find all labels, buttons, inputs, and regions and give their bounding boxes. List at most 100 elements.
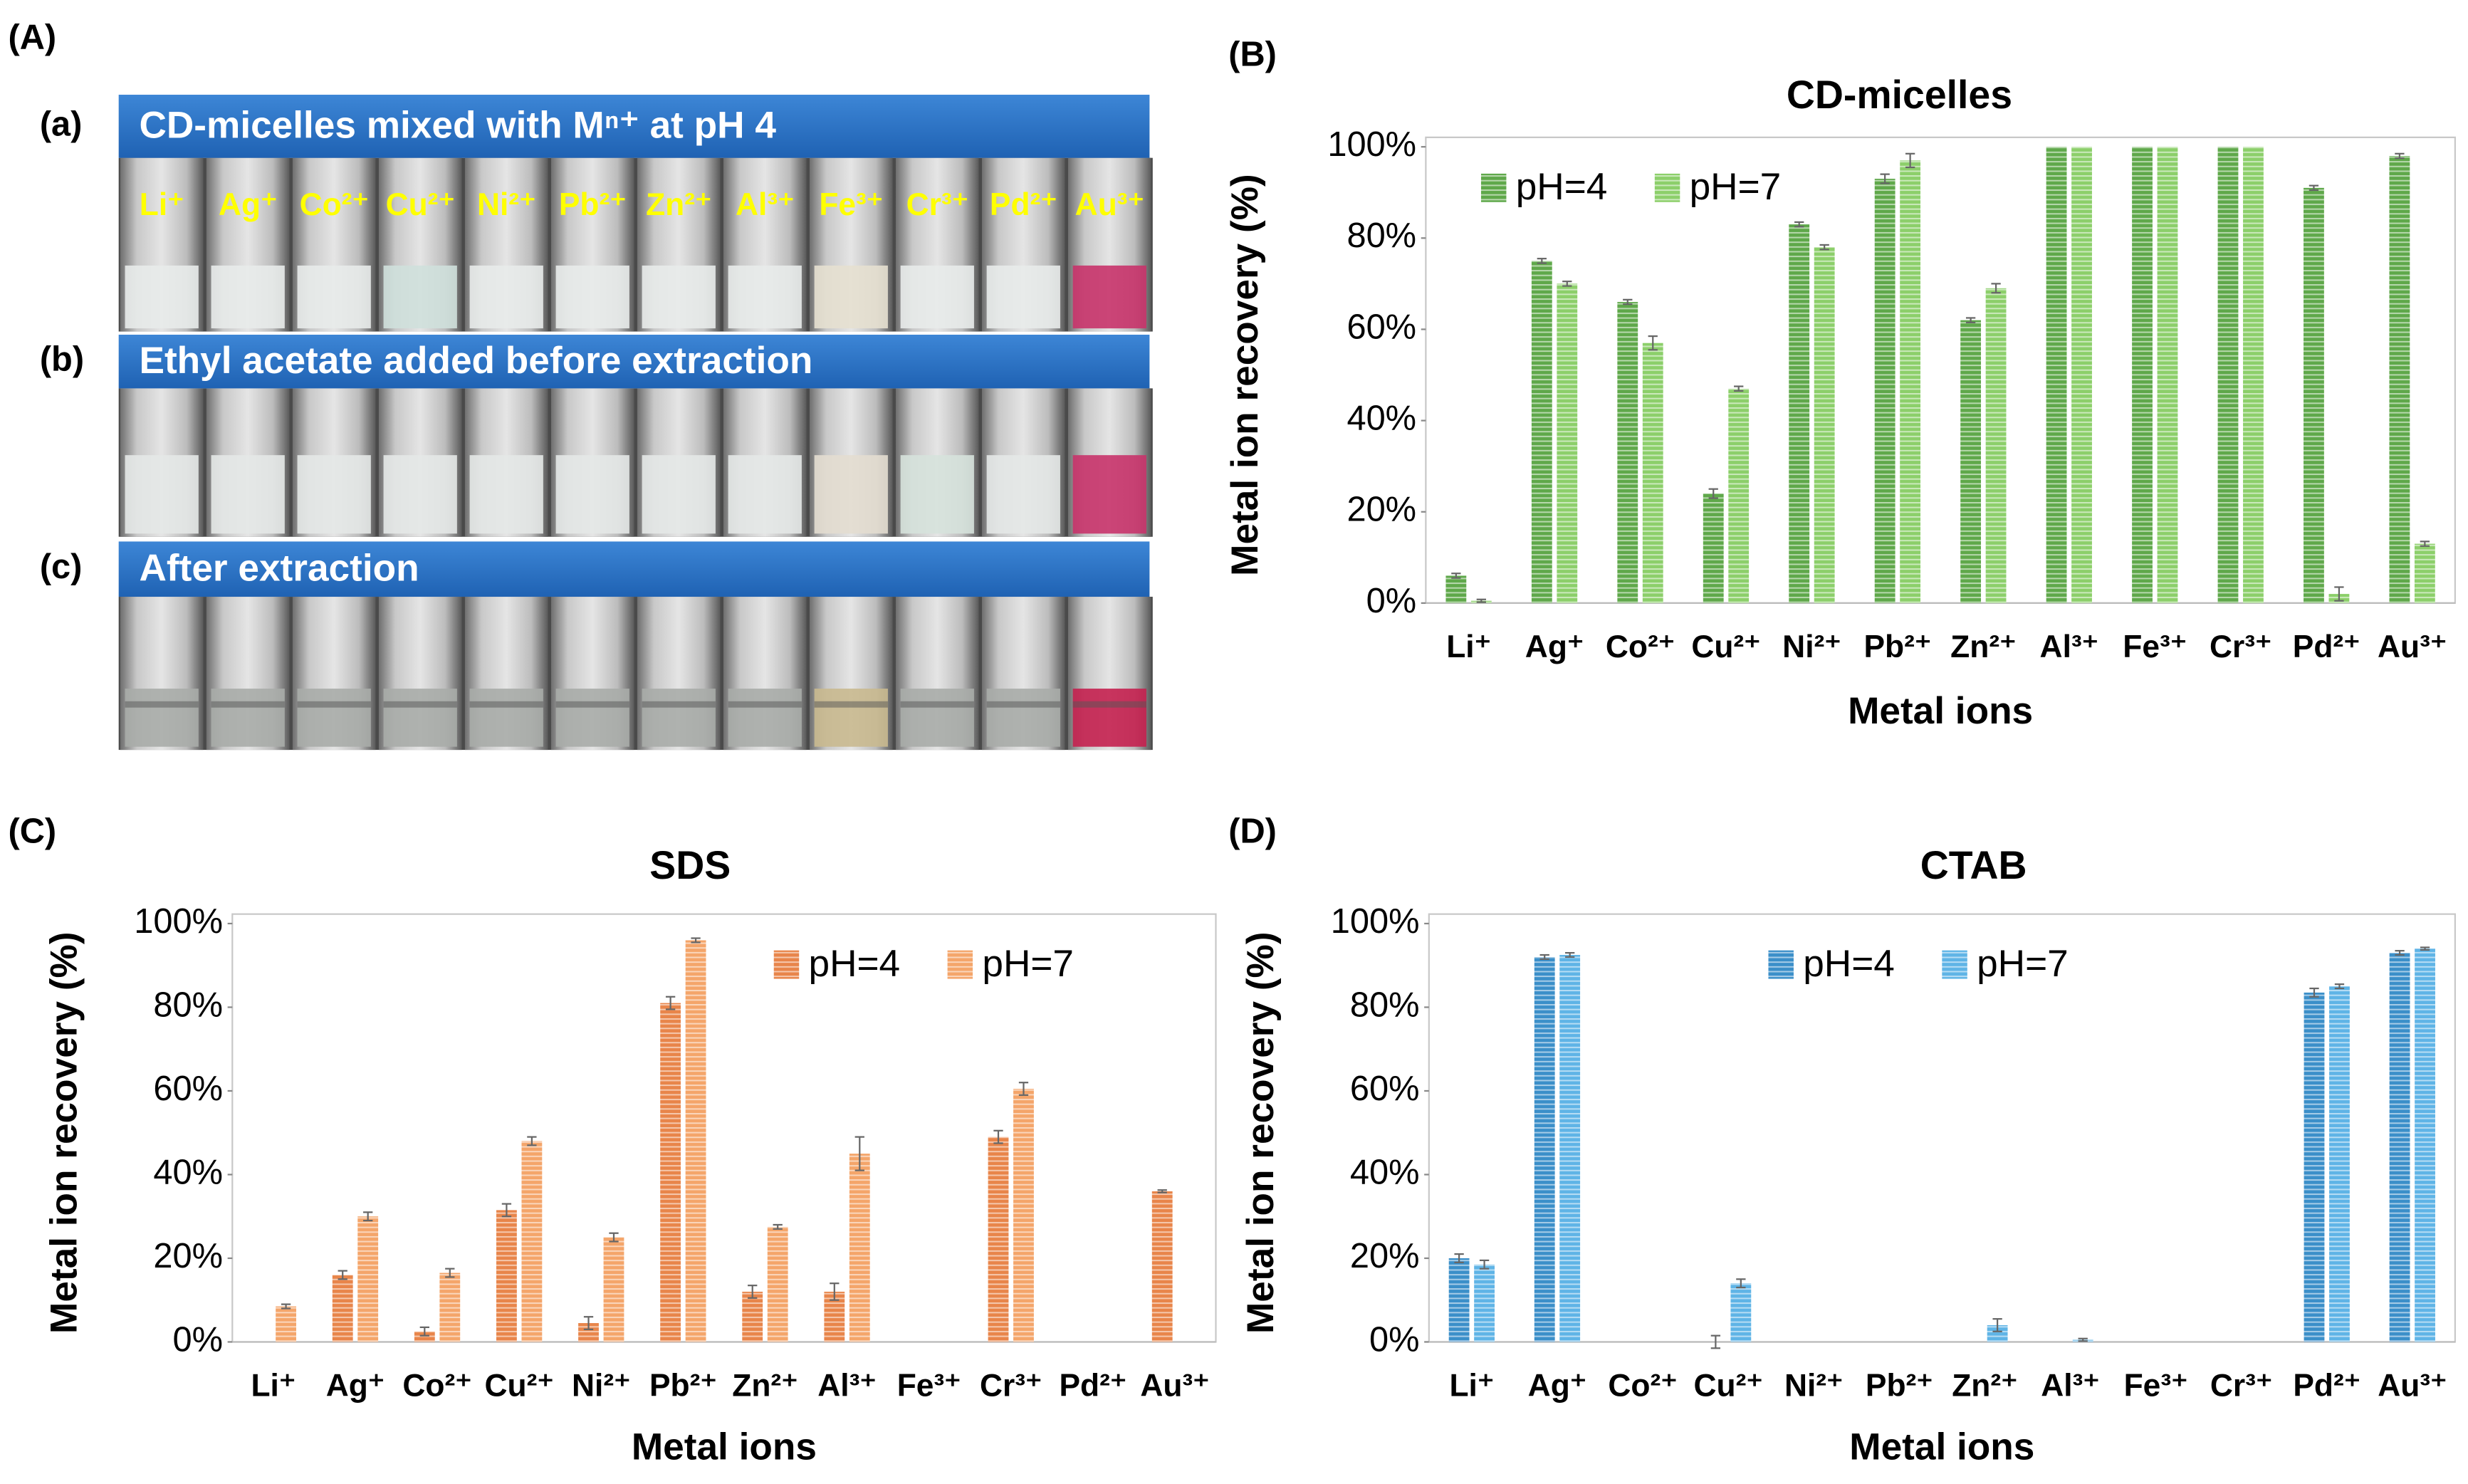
bar bbox=[1559, 955, 1581, 1342]
bar bbox=[332, 1275, 353, 1342]
caption: CD-micelles mixed with Mⁿ⁺ at pH 4 bbox=[139, 105, 776, 147]
error-bar bbox=[1736, 1278, 1746, 1289]
x-tick-label: Au³⁺ bbox=[1140, 1368, 1209, 1403]
bar bbox=[1960, 320, 1982, 603]
y-tick-label: 0% bbox=[1369, 1320, 1419, 1359]
bar bbox=[2046, 147, 2067, 603]
y-axis-label: Metal ion recovery (%) bbox=[1224, 174, 1266, 576]
x-tick-label: Al³⁺ bbox=[817, 1368, 877, 1403]
bar bbox=[988, 1136, 1009, 1342]
x-tick-label: Pb²⁺ bbox=[1866, 1368, 1933, 1403]
x-tick-label: Cu²⁺ bbox=[1693, 1368, 1762, 1403]
vial-liquid bbox=[297, 265, 371, 329]
panel-label: (C) bbox=[8, 812, 56, 850]
bar bbox=[2414, 543, 2435, 603]
x-tick-label: Fe³⁺ bbox=[897, 1368, 961, 1403]
y-tick-label: 0% bbox=[1366, 582, 1416, 620]
vial-liquid bbox=[728, 701, 802, 708]
bar bbox=[2157, 147, 2178, 603]
bar bbox=[1642, 343, 1663, 603]
vial-liquid bbox=[297, 689, 371, 747]
vial-liquid bbox=[125, 689, 199, 747]
photo-sublabel: (a) bbox=[40, 105, 83, 143]
bar bbox=[1617, 302, 1638, 603]
vial-liquid bbox=[986, 689, 1060, 747]
bar bbox=[1557, 283, 1578, 603]
error-bar bbox=[665, 996, 676, 1010]
error-bar bbox=[1991, 283, 2001, 294]
x-tick-label: Au³⁺ bbox=[2378, 1368, 2447, 1403]
bar bbox=[2304, 187, 2324, 603]
bar bbox=[1730, 1283, 1752, 1342]
error-bar bbox=[527, 1136, 537, 1146]
y-tick-label: 60% bbox=[1350, 1070, 1420, 1108]
ion-label: Al³⁺ bbox=[736, 187, 795, 222]
legend-swatch bbox=[773, 950, 800, 979]
x-tick-label: Ni²⁺ bbox=[572, 1368, 631, 1403]
error-bar bbox=[1819, 244, 1829, 251]
vial-liquid bbox=[642, 701, 716, 708]
bar bbox=[1445, 575, 1467, 603]
ion-label: Ag⁺ bbox=[219, 187, 278, 222]
y-axis-label: Metal ion recovery (%) bbox=[1240, 931, 1282, 1334]
bar bbox=[1874, 179, 1896, 603]
vial-liquid bbox=[728, 455, 802, 534]
x-tick-label: Fe³⁺ bbox=[2124, 1368, 2188, 1403]
x-axis-label: Metal ions bbox=[632, 1426, 817, 1468]
error-bar bbox=[281, 1303, 291, 1310]
vial-liquid bbox=[383, 455, 457, 534]
y-tick-label: 20% bbox=[153, 1237, 223, 1275]
vial-liquid bbox=[642, 455, 716, 534]
x-tick-label: Ag⁺ bbox=[1525, 629, 1584, 664]
bar bbox=[1987, 1324, 2008, 1342]
legend-swatch bbox=[947, 950, 973, 979]
y-axis-label: Metal ion recovery (%) bbox=[43, 931, 85, 1334]
bar bbox=[2217, 147, 2239, 603]
x-tick-label: Cr³⁺ bbox=[980, 1368, 1042, 1403]
vial-liquid bbox=[1072, 265, 1146, 329]
legend-label: pH=4 bbox=[809, 943, 901, 985]
error-bar bbox=[2334, 983, 2345, 990]
x-tick-label: Au³⁺ bbox=[2378, 629, 2447, 664]
photo bbox=[118, 388, 1153, 537]
y-tick-label: 20% bbox=[1350, 1237, 1420, 1275]
vial-liquid bbox=[469, 701, 543, 708]
vial-liquid bbox=[469, 689, 543, 747]
chart-title: SDS bbox=[649, 843, 731, 887]
vial-liquid bbox=[211, 265, 285, 329]
error-bar bbox=[1710, 1334, 1721, 1349]
bar bbox=[496, 1210, 517, 1342]
ion-label: Pb²⁺ bbox=[559, 187, 627, 222]
vial-liquid bbox=[814, 689, 888, 747]
bar bbox=[849, 1154, 870, 1342]
vial-liquid bbox=[814, 701, 888, 708]
x-tick-label: Co²⁺ bbox=[402, 1368, 471, 1403]
x-tick-label: Pb²⁺ bbox=[1863, 629, 1931, 664]
error-bar bbox=[1905, 152, 1915, 169]
error-bar bbox=[1734, 385, 1744, 392]
error-bar bbox=[583, 1316, 594, 1330]
legend-swatch bbox=[1480, 173, 1507, 202]
vial-liquid bbox=[469, 265, 543, 329]
caption: Ethyl acetate added before extraction bbox=[139, 340, 812, 382]
error-bar bbox=[1476, 598, 1486, 603]
x-tick-label: Zn²⁺ bbox=[1950, 629, 2016, 664]
vial-liquid bbox=[383, 701, 457, 708]
error-bar bbox=[1794, 221, 1804, 228]
bar bbox=[1789, 224, 1810, 603]
bar bbox=[1814, 247, 1835, 603]
error-bar bbox=[2395, 152, 2405, 160]
bar bbox=[1900, 160, 1921, 603]
ion-label: Au³⁺ bbox=[1075, 187, 1144, 222]
error-bar bbox=[1537, 258, 1547, 264]
x-tick-label: Li⁺ bbox=[251, 1368, 296, 1403]
error-bar bbox=[854, 1136, 864, 1171]
bar bbox=[357, 1216, 379, 1342]
error-bar bbox=[445, 1268, 455, 1278]
x-tick-label: Pd²⁺ bbox=[1059, 1368, 1126, 1403]
vial-liquid bbox=[642, 265, 716, 329]
error-bar bbox=[1708, 488, 1718, 499]
panel-label: (B) bbox=[1228, 36, 1277, 74]
bar bbox=[603, 1237, 624, 1342]
